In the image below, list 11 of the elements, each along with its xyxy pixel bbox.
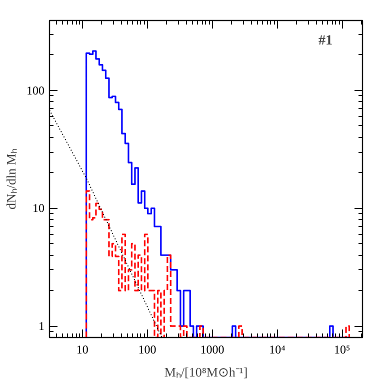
y-tick-label: 1	[38, 319, 44, 334]
x-tick-label: 10	[76, 342, 88, 356]
x-tick-label: 1000	[200, 342, 224, 356]
x-tick-label: 100	[138, 342, 156, 356]
annotation: #1	[318, 34, 332, 48]
x-tick-label: 10⁵	[334, 342, 350, 356]
y-tick-label: 100	[26, 83, 44, 98]
x-tick-label: 10⁴	[269, 342, 286, 356]
y-tick-label: 10	[32, 201, 44, 216]
x-axis-title: Mₕ/[10⁸M⊙h⁻¹]	[164, 364, 248, 380]
y-axis-title: dNₕ/dln Mₕ	[4, 148, 18, 210]
